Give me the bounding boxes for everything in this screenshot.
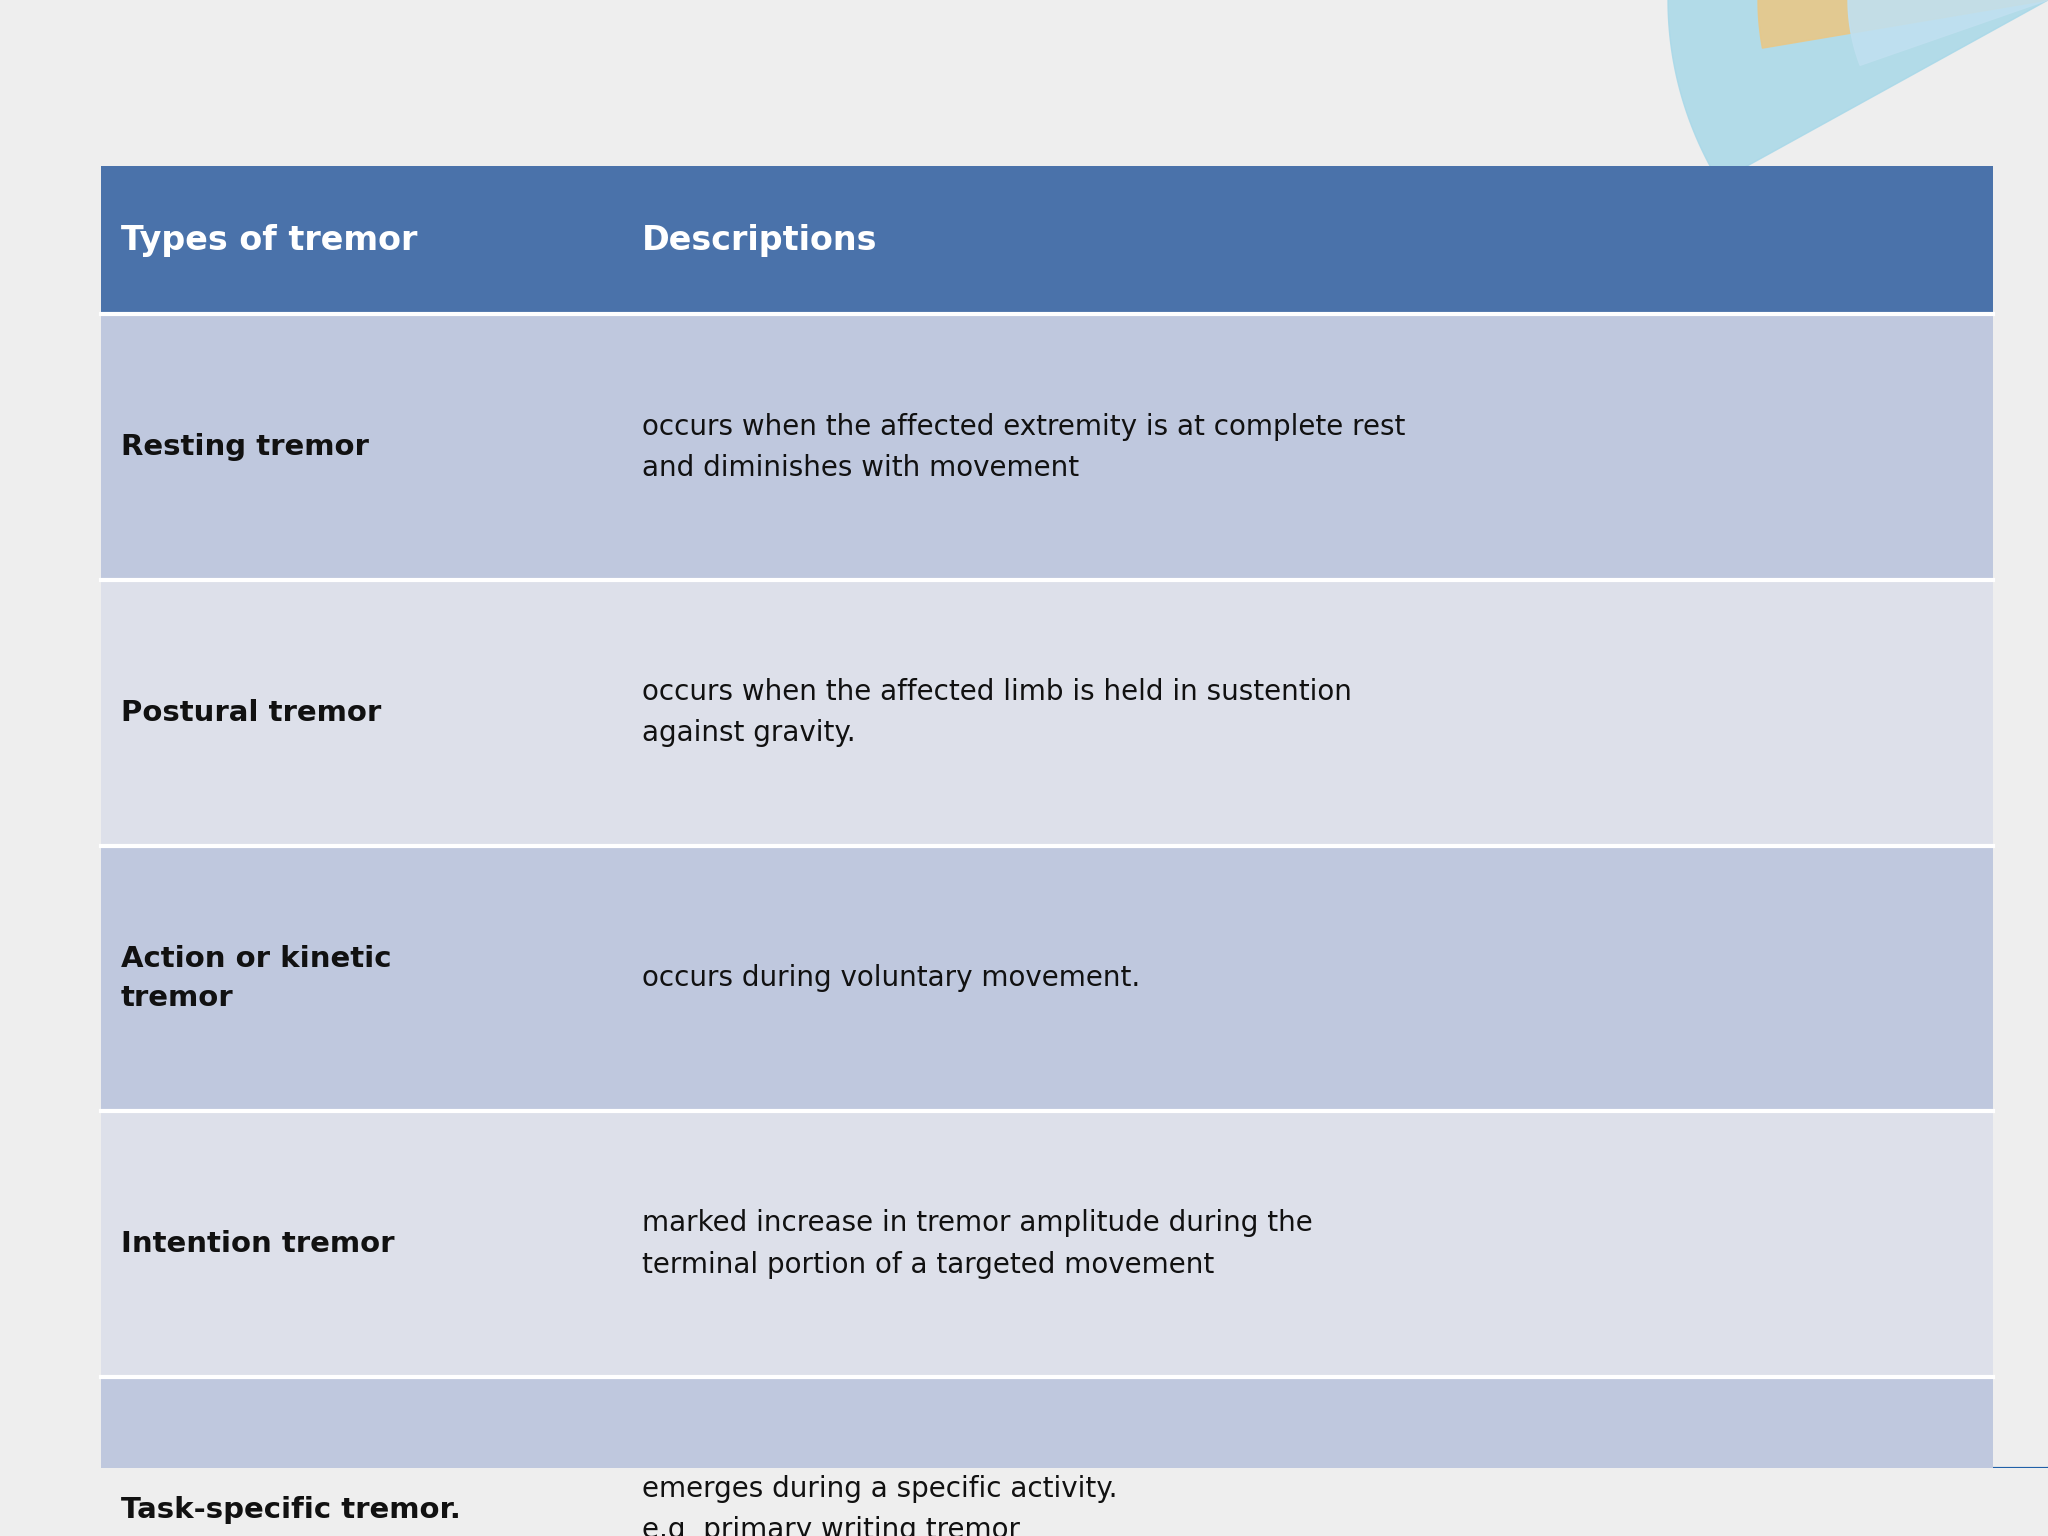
Text: occurs when the affected extremity is at complete rest
and diminishes with movem: occurs when the affected extremity is at… bbox=[641, 413, 1405, 482]
Text: marked increase in tremor amplitude during the
terminal portion of a targeted mo: marked increase in tremor amplitude duri… bbox=[641, 1209, 1313, 1278]
Polygon shape bbox=[1757, 0, 2048, 48]
Text: emerges during a specific activity.
e.g  primary writing tremor: emerges during a specific activity. e.g … bbox=[641, 1475, 1118, 1536]
Text: Types of tremor: Types of tremor bbox=[121, 224, 418, 257]
Text: occurs when the affected limb is held in sustention
against gravity.: occurs when the affected limb is held in… bbox=[641, 679, 1352, 748]
Bar bbox=[100, 315, 1993, 581]
Text: Task-specific tremor.: Task-specific tremor. bbox=[121, 1496, 461, 1524]
Polygon shape bbox=[1847, 0, 2048, 66]
Polygon shape bbox=[1530, 1467, 2048, 1536]
Bar bbox=[100, 846, 1993, 1111]
Polygon shape bbox=[1667, 0, 2048, 181]
Text: Resting tremor: Resting tremor bbox=[121, 433, 369, 461]
Bar bbox=[100, 166, 1993, 315]
Text: occurs during voluntary movement.: occurs during voluntary movement. bbox=[641, 965, 1141, 992]
Bar bbox=[100, 1111, 1993, 1376]
Text: Descriptions: Descriptions bbox=[641, 224, 877, 257]
Text: Intention tremor: Intention tremor bbox=[121, 1230, 393, 1258]
Bar bbox=[100, 581, 1993, 846]
Polygon shape bbox=[1698, 1467, 2048, 1536]
Bar bbox=[100, 1376, 1993, 1536]
Text: Action or kinetic
tremor: Action or kinetic tremor bbox=[121, 945, 391, 1012]
Text: Postural tremor: Postural tremor bbox=[121, 699, 381, 727]
